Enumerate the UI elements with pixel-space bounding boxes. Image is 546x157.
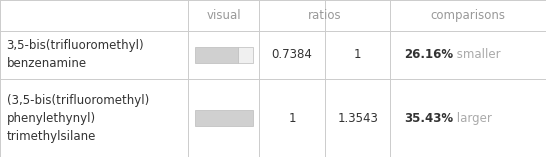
Bar xyxy=(195,47,238,63)
Text: larger: larger xyxy=(453,112,492,125)
Text: 26.16%: 26.16% xyxy=(404,49,453,61)
Text: 3,5-bis(trifluoromethyl)
benzenamine: 3,5-bis(trifluoromethyl) benzenamine xyxy=(7,39,144,70)
Text: 0.7384: 0.7384 xyxy=(272,49,312,61)
Text: smaller: smaller xyxy=(453,49,501,61)
Text: comparisons: comparisons xyxy=(431,9,506,22)
Text: 1.3543: 1.3543 xyxy=(337,112,378,125)
Text: 1: 1 xyxy=(288,112,296,125)
Text: visual: visual xyxy=(206,9,241,22)
Text: (3,5-bis(trifluoromethyl)
phenylethynyl)
trimethylsilane: (3,5-bis(trifluoromethyl) phenylethynyl)… xyxy=(7,94,149,143)
Text: 1: 1 xyxy=(354,49,361,61)
Text: 35.43%: 35.43% xyxy=(404,112,453,125)
Bar xyxy=(238,47,253,63)
Text: ratios: ratios xyxy=(308,9,342,22)
Bar xyxy=(195,110,253,126)
